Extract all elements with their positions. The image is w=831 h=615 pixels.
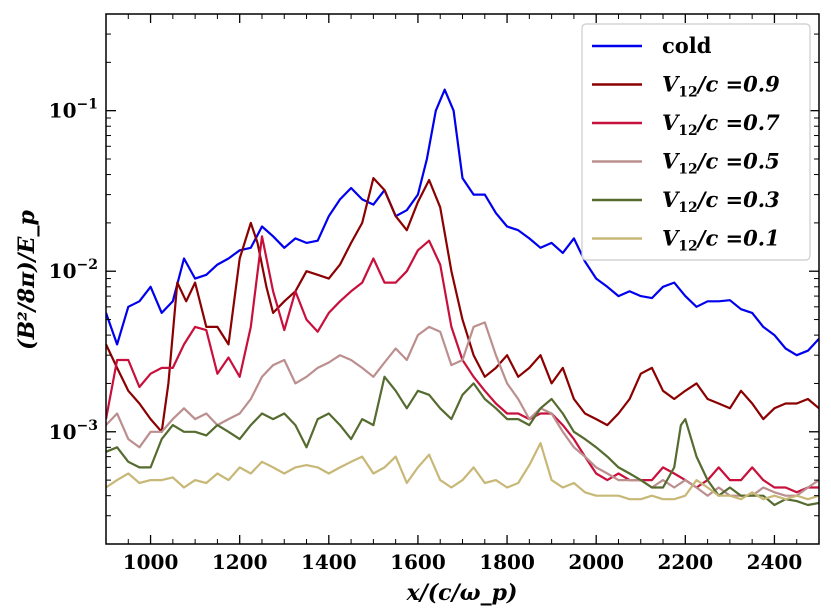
legend-label-3: V12/c =0.5	[662, 149, 780, 178]
x-tick-label: 2000	[568, 550, 624, 574]
series-line-2	[106, 235, 819, 494]
series-line-5	[106, 442, 819, 501]
y-tick-label: 10−1	[49, 97, 98, 123]
x-tick-label: 1400	[301, 550, 357, 574]
legend-label-5: V12/c =0.1	[662, 226, 780, 255]
y-tick-label: 10−2	[49, 257, 98, 283]
series-line-3	[106, 321, 819, 497]
x-tick-label: 1200	[212, 550, 268, 574]
legend-label-2: V12/c =0.7	[662, 110, 780, 139]
series-line-1	[106, 177, 819, 433]
x-tick-label: 2400	[747, 550, 803, 574]
y-axis-label: (B²/8π)/E_p	[14, 210, 40, 350]
series-line-0	[106, 88, 819, 357]
legend-label-0: cold	[662, 33, 712, 58]
legend-label-4: V12/c =0.3	[662, 187, 780, 216]
x-tick-label: 1600	[390, 550, 446, 574]
x-tick-label: 1000	[123, 550, 179, 574]
legend-label-1: V12/c =0.9	[662, 72, 780, 101]
x-tick-label: 2200	[657, 550, 713, 574]
y-tick-label: 10−3	[49, 418, 98, 444]
legend: cold V12/c =0.9 V12/c =0.7 V12/c =0.5 V12/c …	[581, 23, 811, 261]
x-axis-label: x/(c/ω_p)	[406, 580, 518, 606]
x-tick-label: 1800	[479, 550, 535, 574]
series-line-4	[106, 375, 819, 507]
